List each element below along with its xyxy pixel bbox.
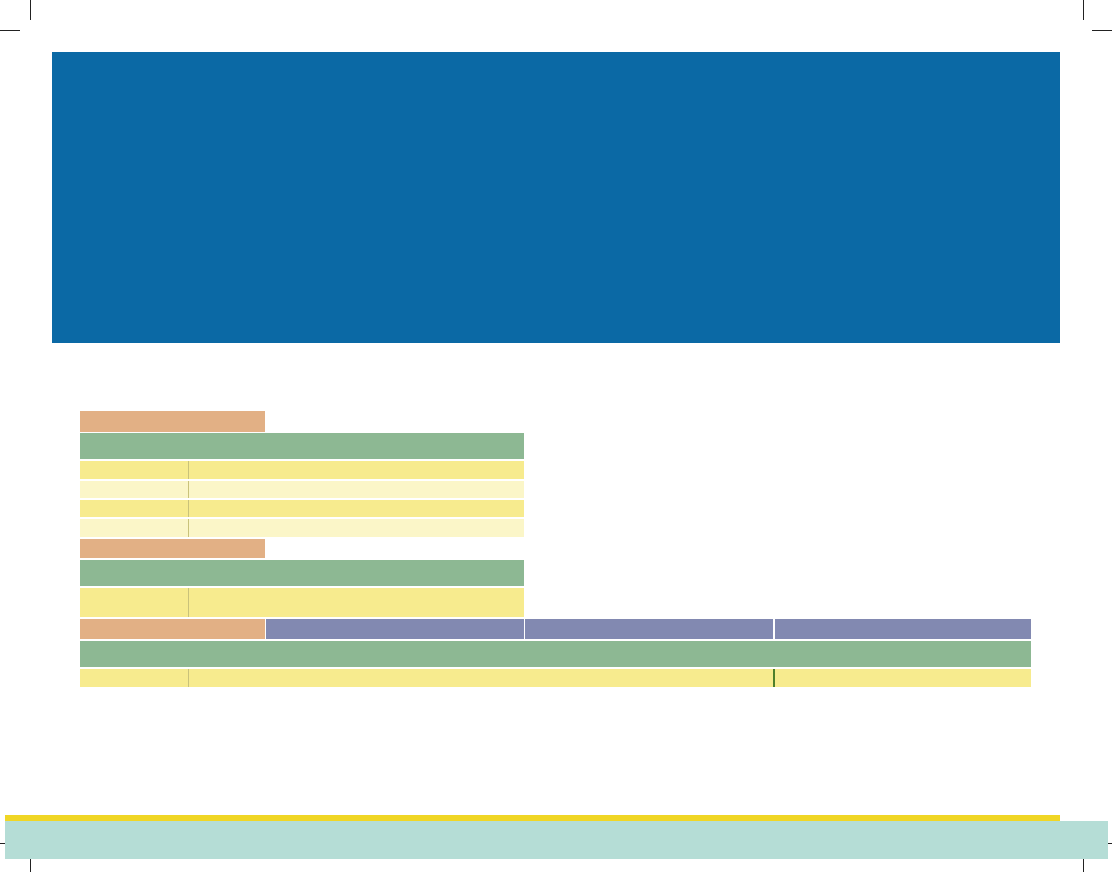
table-section-header	[80, 539, 265, 558]
table-column-header	[525, 619, 773, 639]
table-row	[80, 669, 1031, 687]
table-column-header	[775, 619, 1031, 639]
table-row	[80, 588, 524, 617]
crop-mark	[1083, 852, 1084, 872]
table-group-row	[80, 560, 524, 586]
footer-band	[5, 821, 1108, 859]
table-row	[80, 461, 524, 479]
header-block	[52, 52, 1060, 343]
crop-mark	[0, 30, 20, 31]
crop-mark	[30, 0, 31, 20]
table-column-header	[266, 619, 524, 639]
table-section-header	[80, 411, 265, 432]
crop-mark	[30, 852, 31, 872]
footer-rule	[5, 815, 1060, 821]
table-section-header	[80, 619, 265, 639]
table-row	[80, 481, 524, 498]
table-row	[80, 500, 524, 517]
table-group-row	[80, 641, 1031, 667]
table-row	[80, 519, 524, 537]
crop-mark	[1083, 0, 1084, 20]
crop-mark	[1092, 30, 1112, 31]
table-group-row	[80, 433, 524, 459]
